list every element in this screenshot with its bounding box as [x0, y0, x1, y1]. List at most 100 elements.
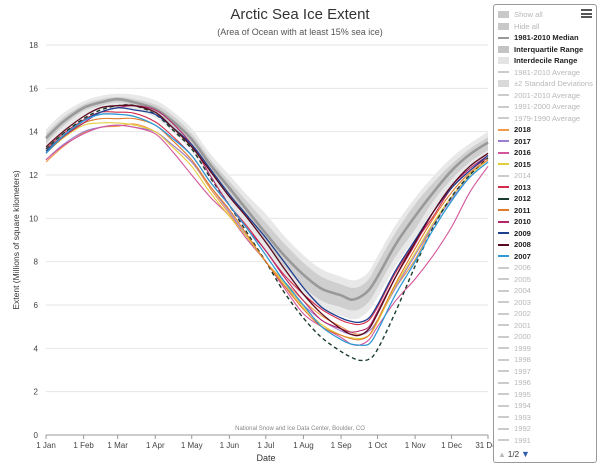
x-tick-label: 1 Oct [368, 441, 388, 450]
legend-item-label: 1981-2010 Average [514, 67, 581, 77]
legend-item-2012[interactable]: 2012 [498, 193, 594, 205]
legend-symbol [498, 321, 509, 329]
chart-credit: National Snow and Ice Data Center, Bould… [235, 426, 365, 432]
menu-icon[interactable] [581, 9, 592, 18]
legend-symbol [498, 11, 509, 19]
legend-symbol [498, 356, 509, 364]
legend-item-1979-1990-average[interactable]: 1979-1990 Average [498, 113, 594, 125]
legend-symbol [498, 160, 509, 168]
legend-item-hide-all[interactable]: Hide all [498, 21, 594, 33]
x-tick-label: 1 Aug [293, 441, 313, 450]
legend-item-label: 2014 [514, 171, 531, 181]
legend-item-1981-2010-median[interactable]: 1981-2010 Median [498, 32, 594, 44]
legend-item-2011[interactable]: 2011 [498, 205, 594, 217]
legend-item-2003[interactable]: 2003 [498, 297, 594, 309]
x-tick-label: 1 Dec [441, 441, 462, 450]
legend-item-2016[interactable]: 2016 [498, 147, 594, 159]
series-line-2008 [45, 104, 489, 337]
legend-item-label: 1979-1990 Average [514, 113, 581, 123]
legend-item-2-standard-deviations[interactable]: ±2 Standard Deviations [498, 78, 594, 90]
legend-item-2006[interactable]: 2006 [498, 262, 594, 274]
legend-item-2009[interactable]: 2009 [498, 228, 594, 240]
legend-item-2010[interactable]: 2010 [498, 216, 594, 228]
legend-symbol [498, 195, 509, 203]
legend-item-label: ±2 Standard Deviations [514, 79, 593, 89]
page-up-icon[interactable]: ▲ [498, 449, 506, 459]
legend-item-1995[interactable]: 1995 [498, 389, 594, 401]
legend-item-2001[interactable]: 2001 [498, 320, 594, 332]
legend-item-1991-2000-average[interactable]: 1991-2000 Average [498, 101, 594, 113]
legend-item-label: 1998 [514, 355, 531, 365]
legend-item-1992[interactable]: 1992 [498, 423, 594, 435]
legend-item-label: 1994 [514, 401, 531, 411]
legend-symbol [498, 103, 509, 111]
page-down-icon[interactable]: ▼ [521, 449, 530, 459]
legend-item-label: 1999 [514, 343, 531, 353]
legend-item-label: 1997 [514, 366, 531, 376]
y-tick-label: 12 [29, 171, 38, 180]
legend-item-label: 2016 [514, 148, 531, 158]
legend-symbol [498, 45, 509, 53]
legend-symbol [498, 149, 509, 157]
legend-symbol [498, 91, 509, 99]
legend-item-1991[interactable]: 1991 [498, 435, 594, 447]
x-tick-label: 1 May [181, 441, 203, 450]
legend-symbol [498, 172, 509, 180]
legend-item-2015[interactable]: 2015 [498, 159, 594, 171]
series-line-2007 [45, 113, 489, 347]
x-tick-label: 1 Sep [331, 441, 352, 450]
legend-item-label: 1993 [514, 412, 531, 422]
legend-item-1996[interactable]: 1996 [498, 377, 594, 389]
legend-item-1994[interactable]: 1994 [498, 400, 594, 412]
legend-symbol [498, 344, 509, 352]
legend-item-2018[interactable]: 2018 [498, 124, 594, 136]
legend-item-label: 2006 [514, 263, 531, 273]
legend-item-2002[interactable]: 2002 [498, 308, 594, 320]
legend-item-1998[interactable]: 1998 [498, 354, 594, 366]
legend-item-1993[interactable]: 1993 [498, 412, 594, 424]
legend-item-label: Show all [514, 10, 543, 20]
axes: 0 2 4 6 8 10 12 14 16 18 1 Jan 1 Feb 1 Mar 1 Apr 1 May… [29, 41, 501, 450]
legend-item-label: Hide all [514, 21, 540, 31]
x-tick-label: 1 Feb [73, 441, 94, 450]
legend-symbol [498, 126, 509, 134]
y-axis-label: Extent (Millions of square kilometers) [11, 170, 21, 310]
legend-item-label: 2013 [514, 182, 531, 192]
legend-symbol [498, 264, 509, 272]
legend-item-label: 1981-2010 Median [514, 33, 579, 43]
legend-panel: Show all Hide all 1981-2010 Median Interqua… [493, 4, 597, 463]
legend-item-2008[interactable]: 2008 [498, 239, 594, 251]
x-axis-label: Date [256, 453, 275, 463]
page-indicator: 1/2 [507, 449, 520, 459]
legend-symbol [498, 367, 509, 375]
legend-item-label: 1995 [514, 389, 531, 399]
legend-item-1981-2010-average[interactable]: 1981-2010 Average [498, 67, 594, 79]
legend-symbol [498, 379, 509, 387]
legend-item-2007[interactable]: 2007 [498, 251, 594, 263]
legend-item-1997[interactable]: 1997 [498, 366, 594, 378]
legend-item-interquartile-range[interactable]: Interquartile Range [498, 44, 594, 56]
legend-item-2013[interactable]: 2013 [498, 182, 594, 194]
y-tick-label: 0 [34, 431, 39, 440]
legend-item-label: 2001 [514, 320, 531, 330]
series-line-2010 [45, 105, 489, 333]
legend-item-2001-2010-average[interactable]: 2001-2010 Average [498, 90, 594, 102]
y-tick-label: 2 [34, 388, 39, 397]
range-bands [46, 93, 488, 320]
legend-item-2017[interactable]: 2017 [498, 136, 594, 148]
legend-item-interdecile-range[interactable]: Interdecile Range [498, 55, 594, 67]
legend-item-2005[interactable]: 2005 [498, 274, 594, 286]
interdecile-band [46, 93, 488, 320]
legend-symbol [498, 57, 509, 65]
legend-symbol [498, 114, 509, 122]
legend-item-label: 2000 [514, 332, 531, 342]
y-tick-label: 8 [34, 258, 39, 267]
legend-item-label: 2010 [514, 217, 531, 227]
legend-item-1999[interactable]: 1999 [498, 343, 594, 355]
legend-item-2004[interactable]: 2004 [498, 285, 594, 297]
legend-item-2014[interactable]: 2014 [498, 170, 594, 182]
legend-item-2000[interactable]: 2000 [498, 331, 594, 343]
legend-item-label: 2005 [514, 274, 531, 284]
legend-item-show-all[interactable]: Show all [498, 9, 594, 21]
legend-item-label: 2004 [514, 286, 531, 296]
